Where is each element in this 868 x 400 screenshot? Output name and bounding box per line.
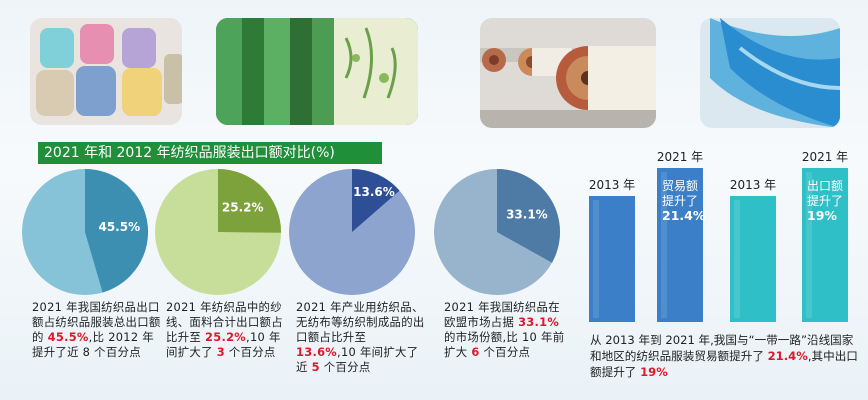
pie-caption-2-part-3: 3 <box>216 345 225 359</box>
bar-1-shine <box>593 200 599 318</box>
pie-caption-3-part-4: 个百分点 <box>319 360 371 374</box>
pie-caption-4-part-3: 6 <box>471 345 480 359</box>
bar-caption-part-2: ,其中出口额提升了 <box>590 349 858 379</box>
pie-caption-3-part-1: 13.6% <box>296 345 338 359</box>
bar-3-year: 2013 年 <box>730 178 776 192</box>
pie-caption-4-part-1: 33.1% <box>518 315 560 329</box>
pie-3-slice <box>352 169 400 232</box>
pie-caption-3: 2021 年产业用纺织品、无纺布等纺织制成品的出口额占比升至 13.6%,10 … <box>296 300 430 375</box>
pie-caption-2-part-0: 2021 年纺织品中的纱线、面料合计出口额占比升至 <box>166 300 283 344</box>
bar-2 <box>657 168 703 322</box>
pie-caption-2: 2021 年纺织品中的纱线、面料合计出口额占比升至 25.2%,10 年间扩大了… <box>166 300 290 360</box>
pie-caption-4-part-0: 2021 年我国纺织品在欧盟市场占据 <box>444 300 560 329</box>
bar-4-year: 2021 年 <box>802 150 848 164</box>
pie-4-label: 33.1% <box>506 208 548 222</box>
pie-2-slice <box>218 169 282 233</box>
pie-4-slice <box>497 169 560 263</box>
bar-2-year: 2021 年 <box>657 150 703 164</box>
fabric-rolls-photo <box>480 18 656 128</box>
bar-4-note-1: 提升了 <box>807 193 843 208</box>
bar-3 <box>730 196 776 322</box>
bar-caption-part-1: 21.4% <box>767 349 808 363</box>
pie-caption-1-part-2: ,比 2012 年提升了近 8 个百分点 <box>32 330 154 359</box>
bar-1 <box>589 196 635 322</box>
pie-caption-1: 2021 年我国纺织品出口额占纺织品服装总出口额的 45.5%,比 2012 年… <box>32 300 164 360</box>
bar-2-note-0: 贸易额 <box>662 179 698 193</box>
pie-caption-2-part-4: 个百分点 <box>224 345 276 359</box>
pie-caption-4-part-2: 的市场份额,比 10 年前扩大 <box>444 330 565 359</box>
bar-2-shine <box>661 172 667 318</box>
blue-fabric-photo <box>700 18 840 128</box>
pie-caption-4: 2021 年我国纺织品在欧盟市场占据 33.1% 的市场份额,比 10 年前扩大… <box>444 300 570 360</box>
yarn-spools-photo <box>30 18 182 125</box>
bar-caption-part-0: 从 2013 年到 2021 年,我国与“一带一路”沿线国家和地区的纺织品服装贸… <box>590 333 854 363</box>
pie-caption-2-part-1: 25.2% <box>205 330 247 344</box>
bar-4-note-0: 出口额 <box>807 179 843 193</box>
bar-2-note-1: 提升了 <box>662 193 698 208</box>
pie-caption-3-part-3: 5 <box>311 360 320 374</box>
bar-4-note-value: 19% <box>807 208 837 223</box>
bar-1-year: 2013 年 <box>589 178 635 192</box>
bar-caption: 从 2013 年到 2021 年,我国与“一带一路”沿线国家和地区的纺织品服装贸… <box>590 332 862 380</box>
pie-caption-4-part-4: 个百分点 <box>479 345 531 359</box>
pie-3-label: 13.6% <box>353 185 395 199</box>
pie-caption-2-part-2: ,10 年间扩大了 <box>166 330 281 359</box>
bar-4-shine <box>806 172 812 318</box>
bar-3-shine <box>734 200 740 318</box>
bar-4 <box>802 168 848 322</box>
bar-caption-part-3: 19% <box>640 365 668 379</box>
bar-2-note-value: 21.4% <box>662 208 706 223</box>
chart-title: 2021 年和 2012 年纺织品服装出口额对比(%) <box>38 142 382 164</box>
pie-caption-3-part-0: 2021 年产业用纺织品、无纺布等纺织制成品的出口额占比升至 <box>296 300 425 344</box>
pie-2-label: 25.2% <box>222 201 264 215</box>
pie-1-slice <box>85 168 149 293</box>
pie-caption-3-part-2: ,10 年间扩大了近 <box>296 345 419 374</box>
pie-caption-1-part-0: 2021 年我国纺织品出口额占纺织品服装总出口额的 <box>32 300 161 344</box>
curtains-photo <box>216 18 418 125</box>
pie-1-label: 45.5% <box>98 220 140 234</box>
pie-caption-1-part-1: 45.5% <box>47 330 89 344</box>
